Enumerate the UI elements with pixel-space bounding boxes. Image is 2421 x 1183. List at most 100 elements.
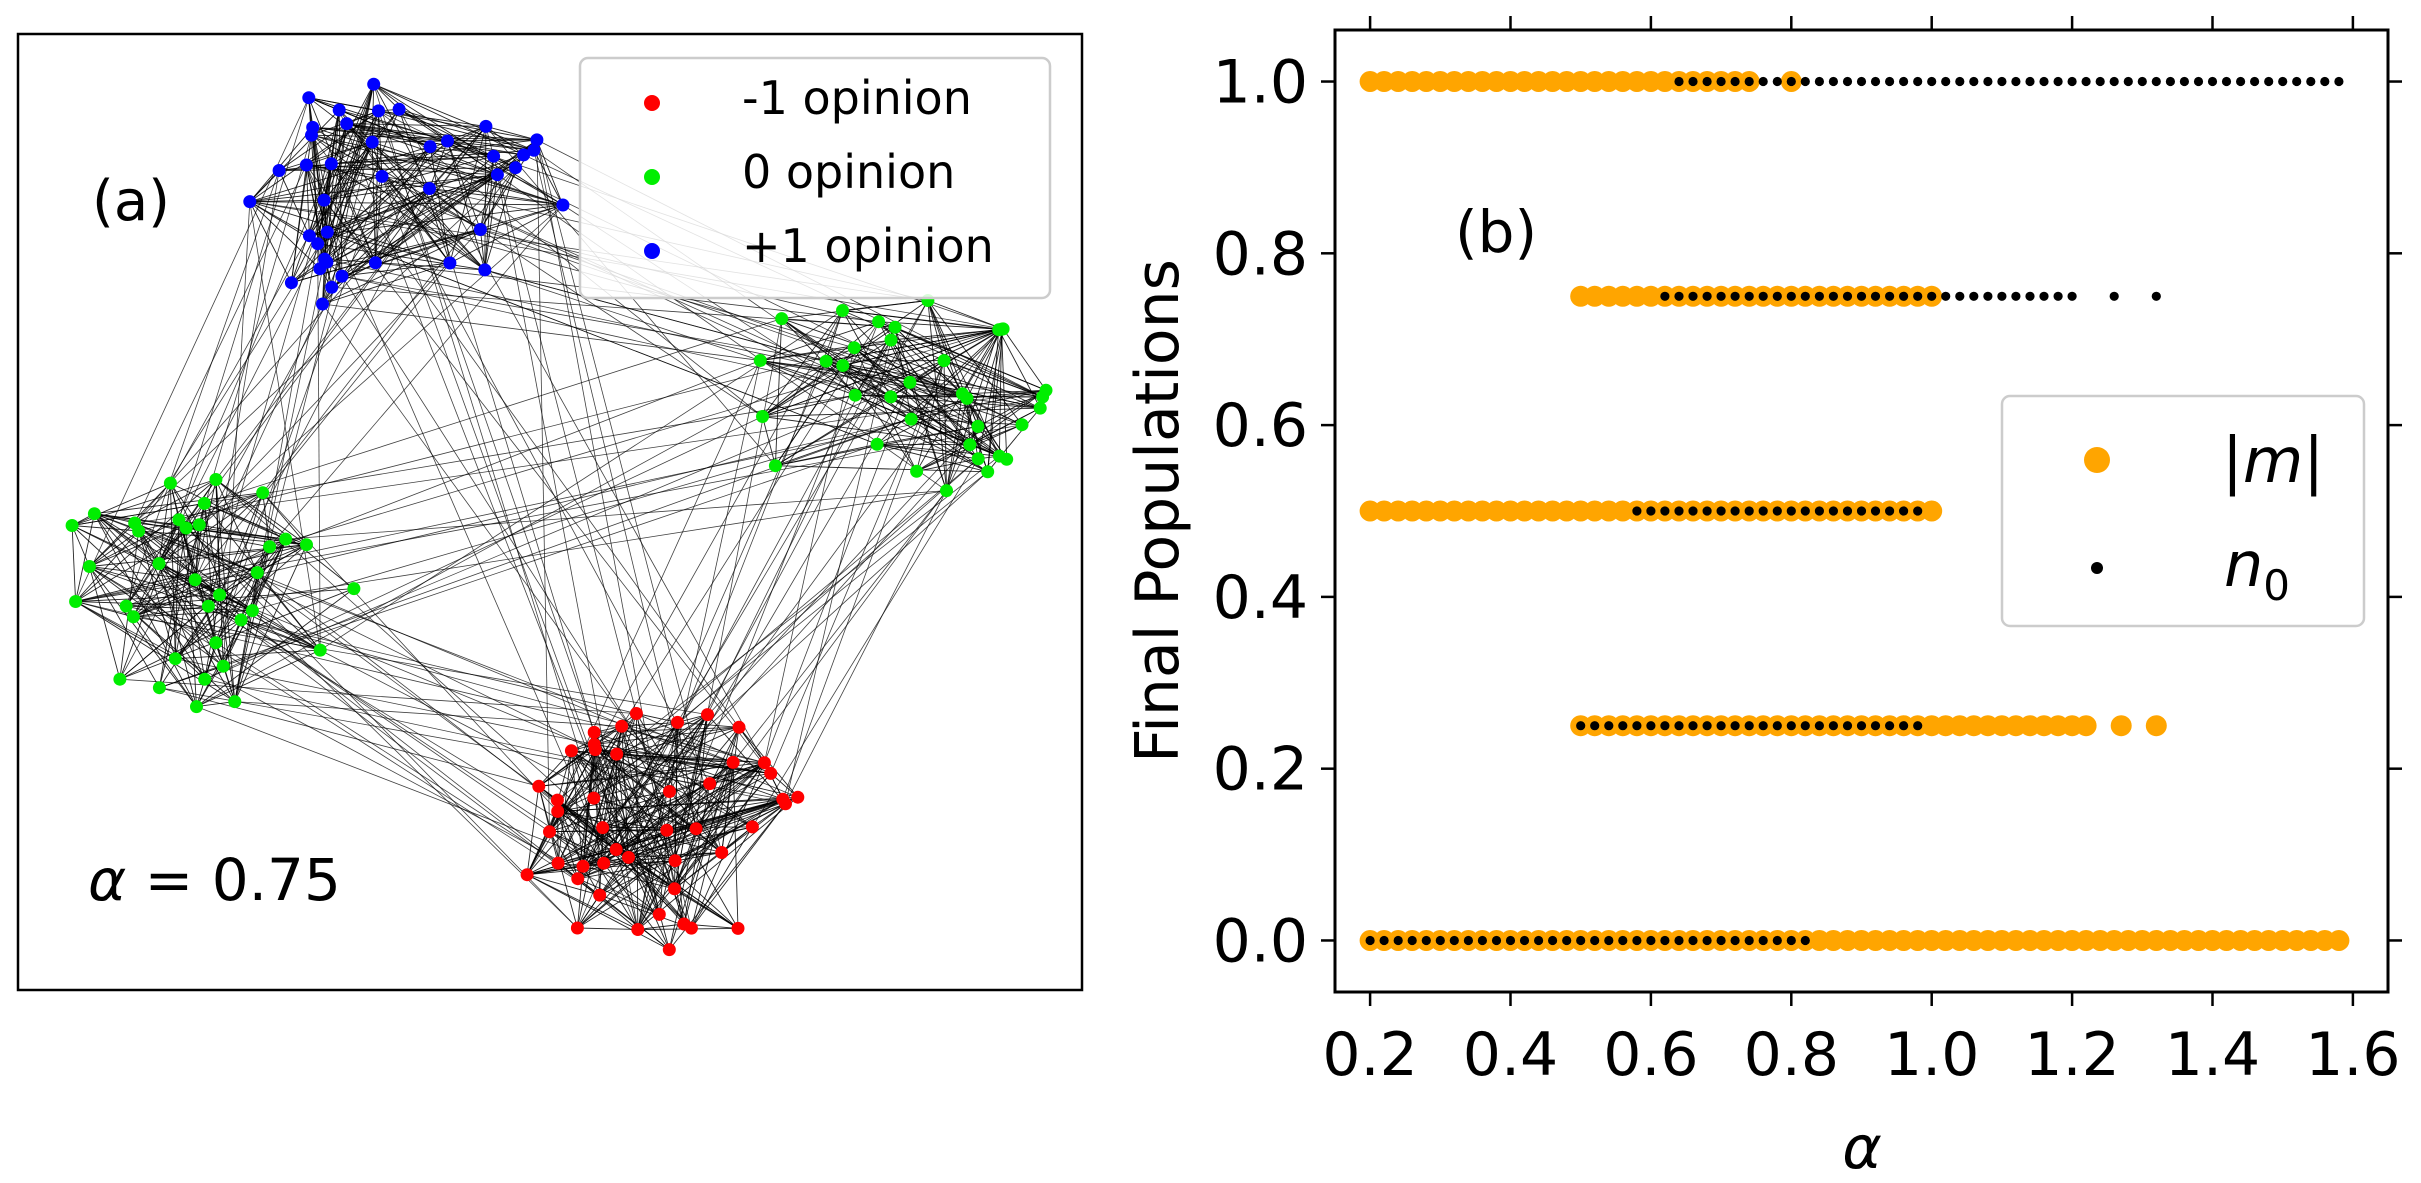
panel-a-network: (a) α = 0.75 -1 opinion 0 opinion +1 opi… <box>16 32 1084 992</box>
network-edge <box>398 108 535 151</box>
network-edge <box>194 503 205 580</box>
data-point <box>2236 76 2246 87</box>
network-edge <box>75 97 310 602</box>
network-edge <box>278 141 373 171</box>
network-edge <box>305 164 343 277</box>
network-edge <box>331 84 375 288</box>
network-node <box>757 756 771 770</box>
network-node <box>87 507 101 521</box>
network-node <box>216 659 230 673</box>
network-edge <box>621 726 629 858</box>
network-edge <box>159 687 783 800</box>
network-edge <box>323 199 772 774</box>
network-edge <box>527 826 753 876</box>
network-edge <box>125 605 197 707</box>
data-point <box>1885 506 1895 516</box>
data-point <box>1800 721 1810 731</box>
network-node <box>316 297 329 311</box>
network-edge <box>158 141 373 564</box>
data-point <box>1604 721 1614 731</box>
network-edge <box>732 490 947 763</box>
network-edge <box>775 443 878 467</box>
network-node <box>234 613 248 627</box>
network-edge <box>215 492 264 643</box>
network-node <box>631 923 645 936</box>
data-point <box>1969 291 1979 301</box>
data-point <box>1407 935 1417 946</box>
network-edge <box>943 360 1041 409</box>
network-edge <box>89 530 139 567</box>
network-edge <box>170 110 379 484</box>
x-axis-label: α <box>1842 1113 1882 1183</box>
network-edge <box>308 97 481 230</box>
data-point <box>1828 76 1838 87</box>
network-edge <box>312 126 534 151</box>
network-node <box>256 486 270 500</box>
network-edge <box>75 601 765 764</box>
network-edge <box>943 360 1043 398</box>
network-edge <box>331 155 494 165</box>
network-node <box>192 518 206 532</box>
network-edge <box>323 155 494 201</box>
network-edge <box>677 300 929 723</box>
data-point <box>2151 291 2161 301</box>
network-node <box>443 256 457 270</box>
network-edge <box>158 163 332 564</box>
network-edge <box>538 725 622 787</box>
network-edge <box>855 394 1007 460</box>
data-point <box>1449 935 1459 946</box>
network-edge <box>593 744 629 858</box>
network-edge <box>75 524 200 602</box>
network-edge <box>75 601 176 660</box>
network-edge <box>1002 328 1047 391</box>
network-edge <box>557 798 783 812</box>
network-edge <box>331 286 896 328</box>
network-edge <box>125 170 280 607</box>
network-edge <box>616 753 771 774</box>
network-edge <box>198 135 312 525</box>
network-edge <box>526 874 670 950</box>
network-edge <box>782 360 945 800</box>
network-edge <box>593 458 979 799</box>
network-node <box>791 790 805 804</box>
network-node <box>305 128 318 142</box>
network-edge <box>998 329 1041 409</box>
data-point <box>2207 76 2218 87</box>
network-node <box>517 148 531 162</box>
network-edge <box>690 762 765 929</box>
network-node <box>652 907 666 921</box>
network-edge <box>219 594 596 750</box>
data-point <box>1576 935 1586 946</box>
data-point <box>1646 721 1656 731</box>
network-node <box>152 681 166 695</box>
network-edge <box>317 243 321 651</box>
network-edge <box>484 269 761 361</box>
data-point <box>2306 76 2316 87</box>
network-edge <box>269 329 999 548</box>
data-point <box>1730 721 1740 731</box>
network-node <box>847 341 861 355</box>
network-edge <box>549 831 579 879</box>
data-point <box>1660 935 1670 946</box>
network-node <box>325 280 339 294</box>
data-point <box>1519 935 1530 946</box>
data-point <box>2278 76 2288 87</box>
network-edge <box>326 146 431 263</box>
data-point <box>1632 506 1642 516</box>
ticks-layer: 0.2 0.4 0.6 0.8 1.0 1.2 1.4 1.60.00.20.40.60.81… <box>1213 16 2402 1090</box>
network-node <box>745 820 759 834</box>
network-node <box>819 354 833 368</box>
network-edge <box>526 360 761 875</box>
network-edge <box>75 530 139 602</box>
network-edge <box>894 327 947 491</box>
data-point <box>1997 291 2007 301</box>
data-point <box>2250 76 2260 87</box>
data-point <box>1491 935 1502 946</box>
y-axis-label: Final Populations <box>1123 259 1193 763</box>
network-edge <box>278 170 310 236</box>
data-point <box>1688 291 1698 301</box>
network-edge <box>71 525 77 602</box>
network-edge <box>204 678 786 805</box>
data-point <box>1744 935 1754 946</box>
data-point <box>1435 935 1445 946</box>
